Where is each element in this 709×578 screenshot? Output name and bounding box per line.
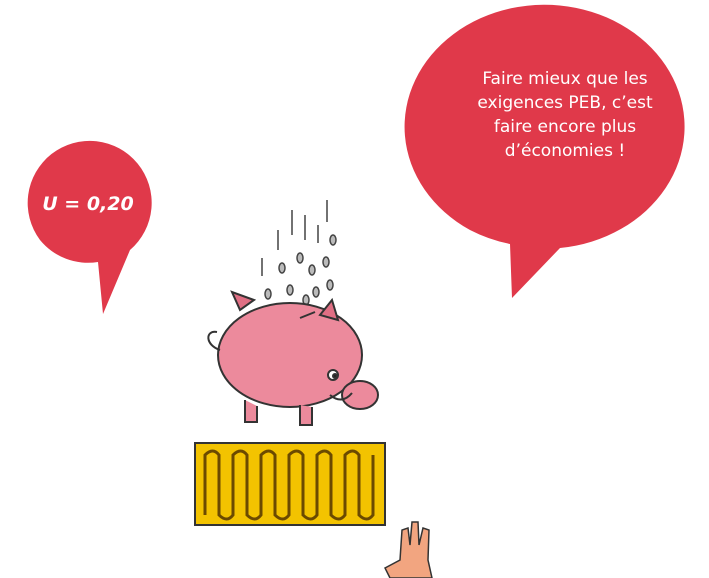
bubble-text-line: exigences PEB, c’est <box>477 93 653 113</box>
bubble-text-line: Faire mieux que les <box>482 69 647 89</box>
speech-bubble-small <box>28 141 152 314</box>
hand <box>385 522 432 578</box>
bubble-text-line: faire encore plus <box>494 117 636 137</box>
illustration: U = 0,20 Faire mieux que les exigences PE… <box>0 0 709 578</box>
bubble-text-line: d’économies ! <box>505 141 625 161</box>
bubble-text: U = 0,20 <box>42 193 133 215</box>
page: U = 0,20 Faire mieux que les exigences PE… <box>0 0 709 578</box>
falling-coins <box>262 200 336 305</box>
radiator <box>195 443 385 525</box>
piggy-bank <box>208 292 378 425</box>
